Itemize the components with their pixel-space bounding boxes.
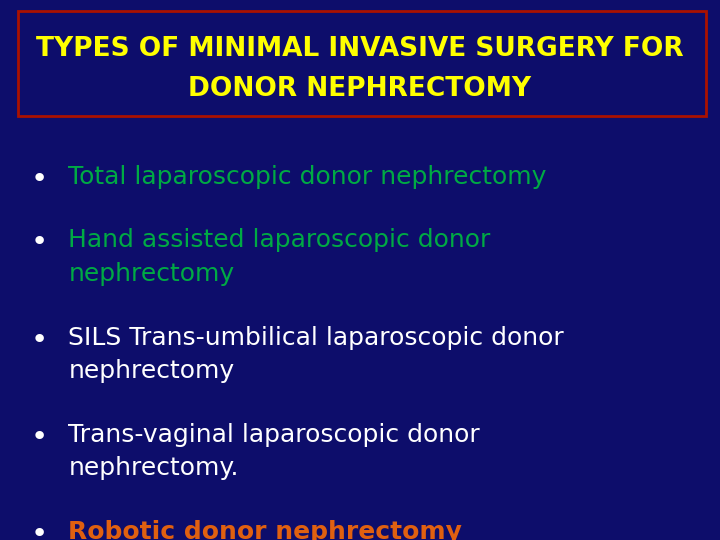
Text: •: • (31, 228, 48, 256)
Text: SILS Trans-umbilical laparoscopic donor: SILS Trans-umbilical laparoscopic donor (68, 326, 564, 349)
Text: TYPES OF MINIMAL INVASIVE SURGERY FOR: TYPES OF MINIMAL INVASIVE SURGERY FOR (36, 36, 684, 62)
Text: Total laparoscopic donor nephrectomy: Total laparoscopic donor nephrectomy (68, 165, 546, 188)
Text: Trans-vaginal laparoscopic donor: Trans-vaginal laparoscopic donor (68, 423, 480, 447)
FancyBboxPatch shape (18, 11, 706, 116)
Text: nephrectomy: nephrectomy (68, 262, 235, 286)
Text: •: • (31, 423, 48, 451)
Text: Hand assisted laparoscopic donor: Hand assisted laparoscopic donor (68, 228, 491, 252)
Text: nephrectomy: nephrectomy (68, 359, 235, 383)
Text: nephrectomy.: nephrectomy. (68, 456, 239, 480)
Text: •: • (31, 165, 48, 193)
Text: •: • (31, 520, 48, 540)
Text: DONOR NEPHRECTOMY: DONOR NEPHRECTOMY (189, 76, 531, 102)
Text: Robotic donor nephrectomy: Robotic donor nephrectomy (68, 520, 462, 540)
Text: •: • (31, 326, 48, 354)
